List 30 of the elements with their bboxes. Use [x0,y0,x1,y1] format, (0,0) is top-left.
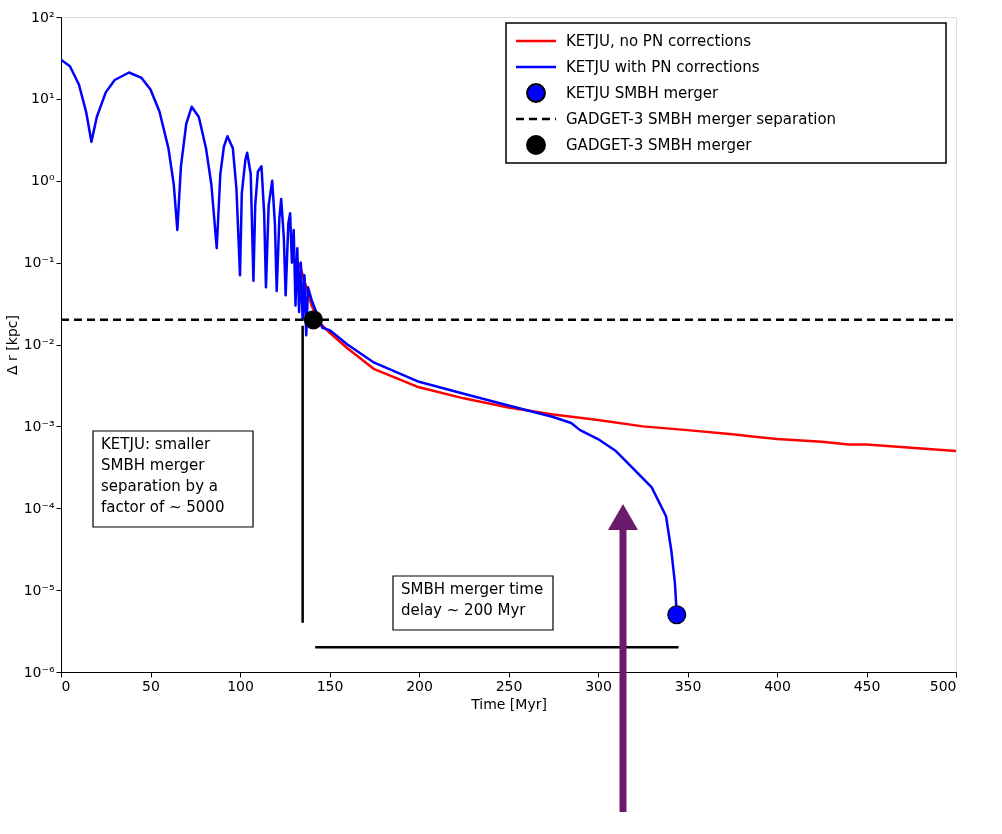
y-tick-label: 10⁻⁶ [23,663,55,680]
x-tick-label: 450 [853,677,881,694]
x-tick-label: 200 [406,677,433,694]
legend-label: GADGET-3 SMBH merger [566,136,753,154]
x-tick-label: 50 [142,677,160,694]
y-tick-label: 10⁰ [31,172,55,189]
x-tick-label: 250 [495,677,523,694]
y-tick-label: 10⁻¹ [23,254,55,271]
y-tick-label: 10⁻³ [23,417,55,434]
y-tick-label: 10¹ [31,90,55,107]
y-tick-label: 10⁻² [23,336,55,352]
x-tick-label: 0 [61,677,71,694]
legend-label: GADGET-3 SMBH merger separation [566,110,837,128]
y-tick-label: 10² [31,8,55,25]
y-tick-label: 10⁻⁵ [23,581,55,598]
legend-label: KETJU, no PN corrections [566,32,752,50]
y-tick-label: 10⁻⁴ [23,499,55,516]
x-tick-label: 500 [929,677,957,694]
x-tick-label: 300 [585,677,612,694]
x-tick-label: 400 [764,677,791,694]
legend-label: KETJU SMBH merger [566,84,719,102]
legend-label: KETJU with PN corrections [566,58,760,76]
x-tick-label: 350 [674,677,702,694]
annotation: KETJU: smaller SMBH merger separation by a factor of ~ 5000 [101,435,225,516]
x-tick-label: 100 [227,677,254,694]
x-tick-label: 150 [316,677,344,694]
annotation: SMBH merger time delay ~ 200 Myr [401,580,544,619]
x-axis-title: Time [Myr] [470,695,547,712]
y-axis-title: Δ r [kpc] [3,315,20,375]
line-series [297,261,956,453]
